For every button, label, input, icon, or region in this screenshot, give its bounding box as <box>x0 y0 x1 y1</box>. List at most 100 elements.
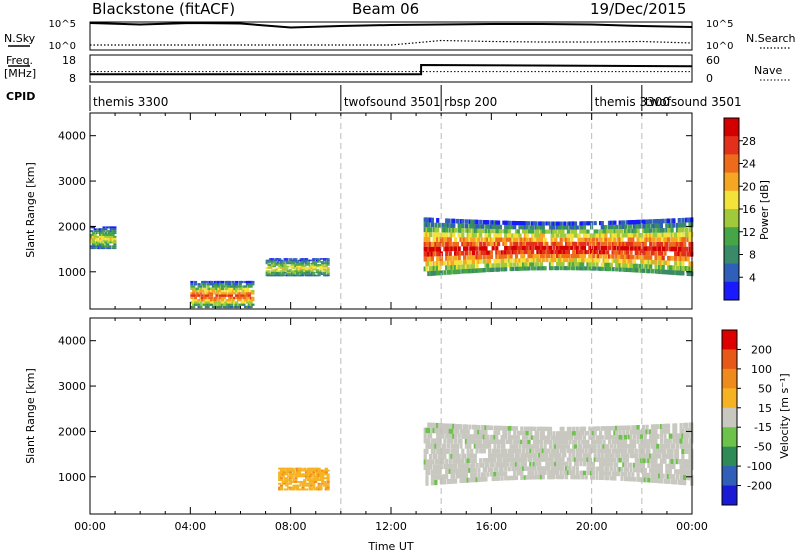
heatmap-cell <box>624 250 628 255</box>
heatmap-cell <box>308 265 312 268</box>
colorbar-tick-label: 12 <box>742 226 756 239</box>
heatmap-cell <box>446 448 451 454</box>
heatmap-cell <box>609 453 613 458</box>
heatmap-cell <box>220 299 224 302</box>
heatmap-cell <box>210 283 214 286</box>
heatmap-cell <box>206 289 210 293</box>
heatmap-cell <box>294 259 298 262</box>
heatmap-cell <box>430 480 434 486</box>
heatmap-cell <box>491 462 495 468</box>
heatmap-cell <box>509 448 513 454</box>
heatmap-cell <box>572 254 576 259</box>
heatmap-cell <box>493 476 497 481</box>
heatmap-cell <box>643 241 647 247</box>
heatmap-cell <box>615 425 619 431</box>
heatmap-cell <box>439 464 443 470</box>
heatmap-cell <box>463 478 467 483</box>
heatmap-cell <box>607 262 612 267</box>
heatmap-cell <box>459 237 463 242</box>
heatmap-cell <box>665 241 669 247</box>
heatmap-cell <box>432 237 436 242</box>
heatmap-cell <box>292 265 296 268</box>
heatmap-cell <box>615 439 619 445</box>
heatmap-cell <box>624 444 628 449</box>
heatmap-cell <box>590 237 594 242</box>
heatmap-cell <box>633 263 637 269</box>
heatmap-cell <box>439 423 443 429</box>
heatmap-cell <box>565 253 569 258</box>
heatmap-cell <box>111 226 115 229</box>
heatmap-cell <box>547 245 551 250</box>
heatmap-cell <box>326 486 330 489</box>
heatmap-cell <box>436 265 440 271</box>
heatmap-cell <box>466 477 470 483</box>
heatmap-cell <box>656 269 660 274</box>
heatmap-cell <box>296 264 300 266</box>
heatmap-cell <box>192 305 196 309</box>
heatmap-cell <box>573 241 578 246</box>
heatmap-cell <box>559 431 563 436</box>
heatmap-cell <box>296 488 300 491</box>
heatmap-cell <box>464 268 468 274</box>
heatmap-cell <box>317 469 321 472</box>
heatmap-cell <box>488 250 492 255</box>
heatmap-cell <box>294 270 298 272</box>
heatmap-cell <box>559 253 563 258</box>
heatmap-cell <box>658 237 662 242</box>
heatmap-cell <box>222 305 226 309</box>
heatmap-cell <box>292 488 296 491</box>
heatmap-cell <box>627 425 631 431</box>
heatmap-cell <box>683 237 687 242</box>
heatmap-cell <box>305 469 309 472</box>
heatmap-cell <box>688 266 692 272</box>
heatmap-cell <box>566 448 570 453</box>
heatmap-cell <box>615 462 619 467</box>
heatmap-cell <box>290 477 294 480</box>
heatmap-cell <box>461 458 465 464</box>
heatmap-cell <box>201 299 205 302</box>
heatmap-cell <box>509 258 513 263</box>
heatmap-cell <box>486 220 490 225</box>
heatmap-cell <box>90 226 94 229</box>
heatmap-cell <box>620 448 624 454</box>
heatmap-cell <box>658 251 662 256</box>
heatmap-cell <box>461 463 465 469</box>
heatmap-cell <box>647 219 651 224</box>
heatmap-cell <box>531 258 535 263</box>
heatmap-cell <box>677 438 681 444</box>
heatmap-cell <box>470 463 474 468</box>
heatmap-cell <box>326 481 330 483</box>
heatmap-cell <box>278 467 282 470</box>
heatmap-cell <box>595 254 599 259</box>
heatmap-cell <box>663 478 667 484</box>
heatmap-cell <box>609 237 613 242</box>
heatmap-cell <box>545 241 549 246</box>
heatmap-cell <box>679 474 683 480</box>
heatmap-cell <box>613 246 617 251</box>
heatmap-cell <box>244 292 248 295</box>
heatmap-cell <box>552 444 556 449</box>
heatmap-cell <box>471 439 476 444</box>
heatmap-cell <box>624 263 628 268</box>
heatmap-cell <box>652 246 656 251</box>
heatmap-cell <box>290 270 294 272</box>
heatmap-cell <box>599 448 603 454</box>
heatmap-cell <box>452 423 456 429</box>
heatmap-cell <box>641 268 646 273</box>
heatmap-cell <box>461 241 465 247</box>
heatmap-cell <box>285 479 289 481</box>
heatmap-cell <box>607 435 612 440</box>
heatmap-cell <box>688 427 692 434</box>
heatmap-cell <box>675 443 680 449</box>
heatmap-cell <box>622 462 626 468</box>
heatmap-cell <box>659 241 663 247</box>
heatmap-cell <box>681 448 685 454</box>
heatmap-cell <box>511 237 515 242</box>
heatmap-cell <box>111 235 115 238</box>
heatmap-cell <box>319 471 323 474</box>
heatmap-cell <box>482 259 486 264</box>
heatmap-cell <box>482 268 486 273</box>
heatmap-cell <box>547 249 551 254</box>
heatmap-cell <box>314 262 318 265</box>
